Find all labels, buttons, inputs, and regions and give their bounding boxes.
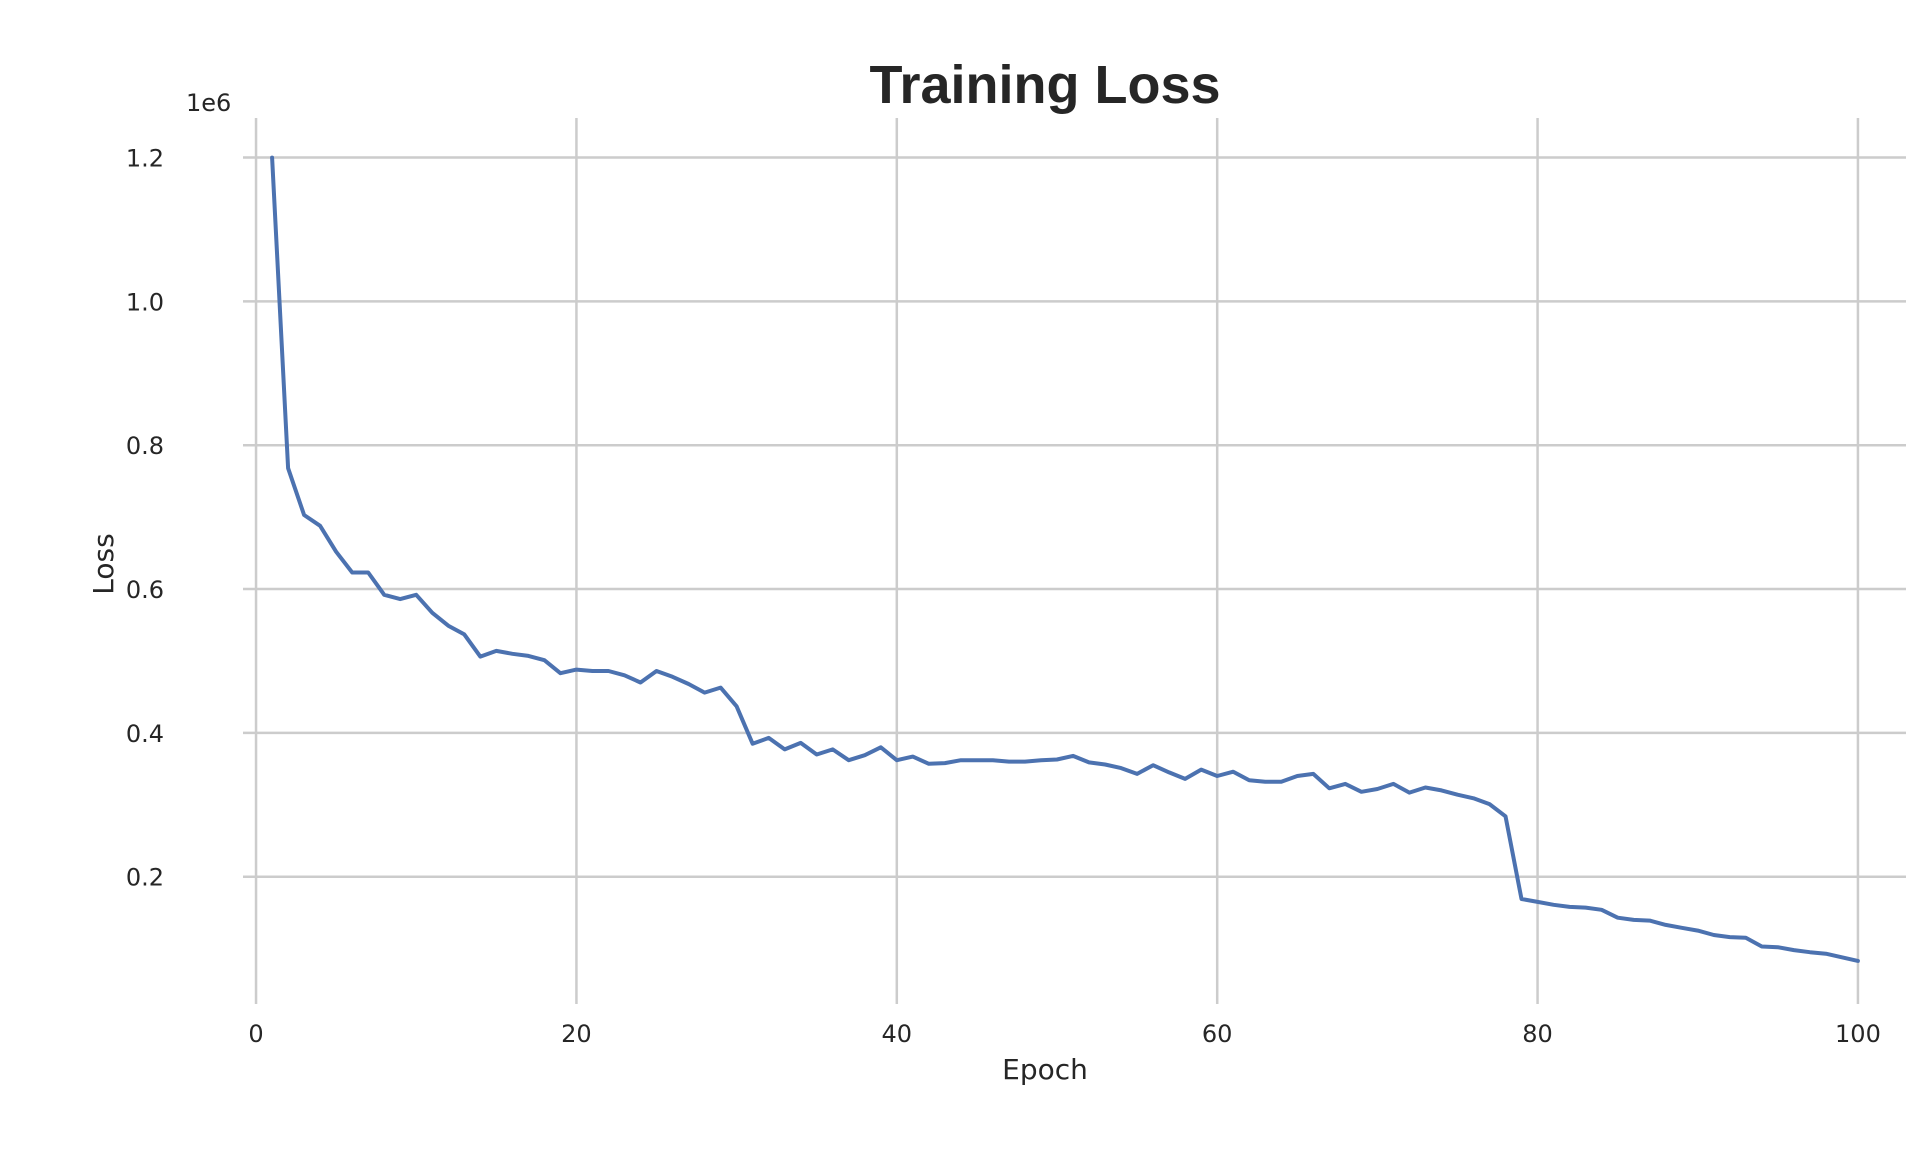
x-gridlines (254, 118, 1860, 1004)
y-tick-label: 1.0 (126, 288, 164, 316)
y-gridlines (243, 156, 1906, 878)
y-axis-label: Loss (87, 533, 120, 594)
y-tick-labels: 0.2 0.4 0.6 0.8 1.0 1.2 (126, 145, 164, 892)
series-layer (270, 155, 1860, 963)
chart-title: Training Loss (869, 55, 1220, 115)
x-tick-labels: 0 20 40 60 80 100 (248, 1020, 1880, 1048)
x-tick-label: 60 (1202, 1020, 1233, 1048)
series-line (270, 155, 1860, 963)
y-tick-label: 0.2 (126, 864, 164, 892)
y-tick-label: 1.2 (126, 145, 164, 173)
y-tick-label: 0.8 (126, 432, 164, 460)
x-tick-label: 20 (561, 1020, 592, 1048)
x-tick-label: 40 (882, 1020, 913, 1048)
x-tick-label: 100 (1835, 1020, 1881, 1048)
y-offset-label: 1e6 (186, 89, 231, 117)
y-tick-label: 0.4 (126, 720, 164, 748)
y-tick-label: 0.6 (126, 576, 164, 604)
x-tick-label: 80 (1522, 1020, 1553, 1048)
x-tick-label: 0 (248, 1020, 263, 1048)
x-axis-label: Epoch (1002, 1053, 1088, 1086)
